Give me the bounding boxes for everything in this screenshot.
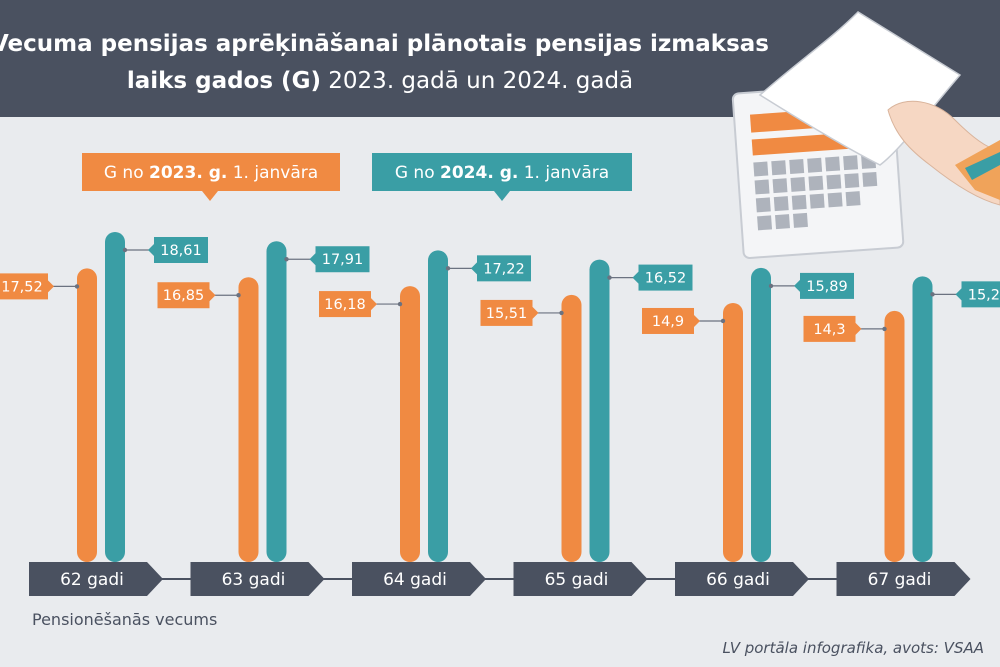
- category-label-6: 67 gadi: [868, 570, 932, 590]
- value-leader-dot: [397, 301, 403, 307]
- bar-2023-5: [723, 302, 743, 562]
- value-leader-dot: [284, 257, 289, 262]
- value-label-pointer: [309, 253, 316, 266]
- category-label-3: 64 gadi: [383, 570, 447, 590]
- category-arrow-4: [513, 562, 648, 596]
- value-label-2024-4: 16,52: [645, 271, 687, 287]
- value-label-2023-6: 14,3: [813, 322, 845, 338]
- value-label-2024-5: 15,89: [806, 279, 848, 295]
- value-label-pointer: [532, 306, 539, 319]
- value-label-2023-4: 15,51: [486, 306, 528, 322]
- value-label-2024-6: 15,25: [968, 287, 1000, 303]
- value-label-pointer: [148, 244, 154, 256]
- x-axis-label: Pensionēšanās vecums: [32, 610, 217, 629]
- value-leader-dot: [122, 247, 128, 253]
- value-label-pointer: [955, 288, 962, 301]
- bar-2024-1: [105, 232, 125, 562]
- value-leader-dot: [236, 293, 241, 298]
- bar-2023-6: [884, 310, 905, 562]
- value-label-box: [638, 264, 693, 291]
- sleeve-cuff-icon: [965, 152, 1000, 180]
- value-label-pointer: [471, 262, 477, 275]
- bars-group: 17,52 18,61 16,85 17,91 16,18 17,22 15,51 16,52…: [0, 232, 1000, 563]
- bar-2024-5: [751, 267, 771, 562]
- value-leader-dot: [930, 292, 935, 297]
- value-leader-dot: [559, 310, 564, 316]
- value-label-box: [961, 281, 1000, 308]
- title-line-2: laiks gados (G) 2023. gadā un 2024. gadā: [127, 68, 633, 94]
- value-leader-dot: [768, 283, 774, 289]
- category-arrow-5: [675, 562, 809, 596]
- value-label-2024-1: 18,61: [160, 243, 202, 259]
- category-band: 62 gadi 63 gadi 64 gadi 65 gadi 66 gadi 67 ga…: [29, 562, 971, 596]
- value-leader-dot: [445, 266, 451, 271]
- category-label-1: 62 gadi: [60, 570, 124, 590]
- source-note: LV portāla infografika, avots: VSAA: [722, 639, 984, 657]
- category-label-5: 66 gadi: [706, 570, 770, 590]
- title-line-1: Vecuma pensijas aprēķināšanai plānotais …: [0, 31, 769, 57]
- value-label-2023-3: 16,18: [324, 297, 366, 313]
- value-label-pointer: [855, 322, 862, 335]
- value-label-box: [315, 246, 370, 273]
- value-label-box: [800, 272, 854, 299]
- legend-label-2024: G no 2024. g. 1. janvāra: [395, 163, 609, 183]
- value-label-box: [803, 315, 856, 342]
- legend: G no 2023. g. 1. janvāra G no 2024. g. 1…: [82, 153, 632, 201]
- bar-2024-2: [266, 241, 287, 563]
- value-label-box: [0, 273, 48, 300]
- value-label-box: [319, 291, 371, 318]
- category-arrow-2: [190, 562, 325, 596]
- category-arrow-1: [29, 562, 163, 596]
- category-arrow-3: [352, 562, 486, 596]
- category-arrow-6: [836, 562, 971, 596]
- value-label-pointer: [209, 289, 216, 302]
- bar-2023-4: [561, 294, 582, 562]
- bar-2024-4: [589, 259, 610, 562]
- bar-2024-3: [428, 250, 448, 562]
- value-label-pointer: [694, 314, 700, 327]
- value-leader-dot: [607, 275, 612, 280]
- value-label-box: [642, 307, 694, 334]
- value-label-pointer: [48, 280, 54, 293]
- bar-2023-2: [238, 277, 259, 562]
- calendar-illustration: [731, 11, 1000, 259]
- value-label-2023-5: 14,9: [652, 314, 684, 330]
- value-label-2023-1: 17,52: [1, 279, 43, 295]
- bar-2023-3: [400, 286, 420, 562]
- category-label-4: 65 gadi: [545, 570, 609, 590]
- legend-item-2023: G no 2023. g. 1. janvāra: [82, 153, 340, 201]
- value-label-2024-3: 17,22: [483, 261, 525, 277]
- value-label-pointer: [371, 298, 377, 311]
- value-label-box: [157, 282, 210, 309]
- value-label-pointer: [794, 279, 800, 292]
- value-leader-dot: [882, 326, 887, 332]
- value-label-box: [154, 237, 208, 263]
- bar-2023-1: [77, 268, 97, 562]
- category-label-2: 63 gadi: [222, 570, 286, 590]
- value-leader-dot: [720, 318, 726, 324]
- value-label-pointer: [632, 271, 639, 284]
- value-label-2023-2: 16,85: [163, 288, 205, 304]
- legend-item-2024: G no 2024. g. 1. janvāra: [372, 153, 632, 201]
- value-label-2024-2: 17,91: [322, 252, 364, 268]
- bar-2024-6: [912, 276, 933, 562]
- value-label-box: [477, 255, 531, 282]
- legend-label-2023: G no 2023. g. 1. janvāra: [104, 163, 318, 183]
- value-label-box: [480, 299, 533, 326]
- value-leader-dot: [74, 284, 80, 289]
